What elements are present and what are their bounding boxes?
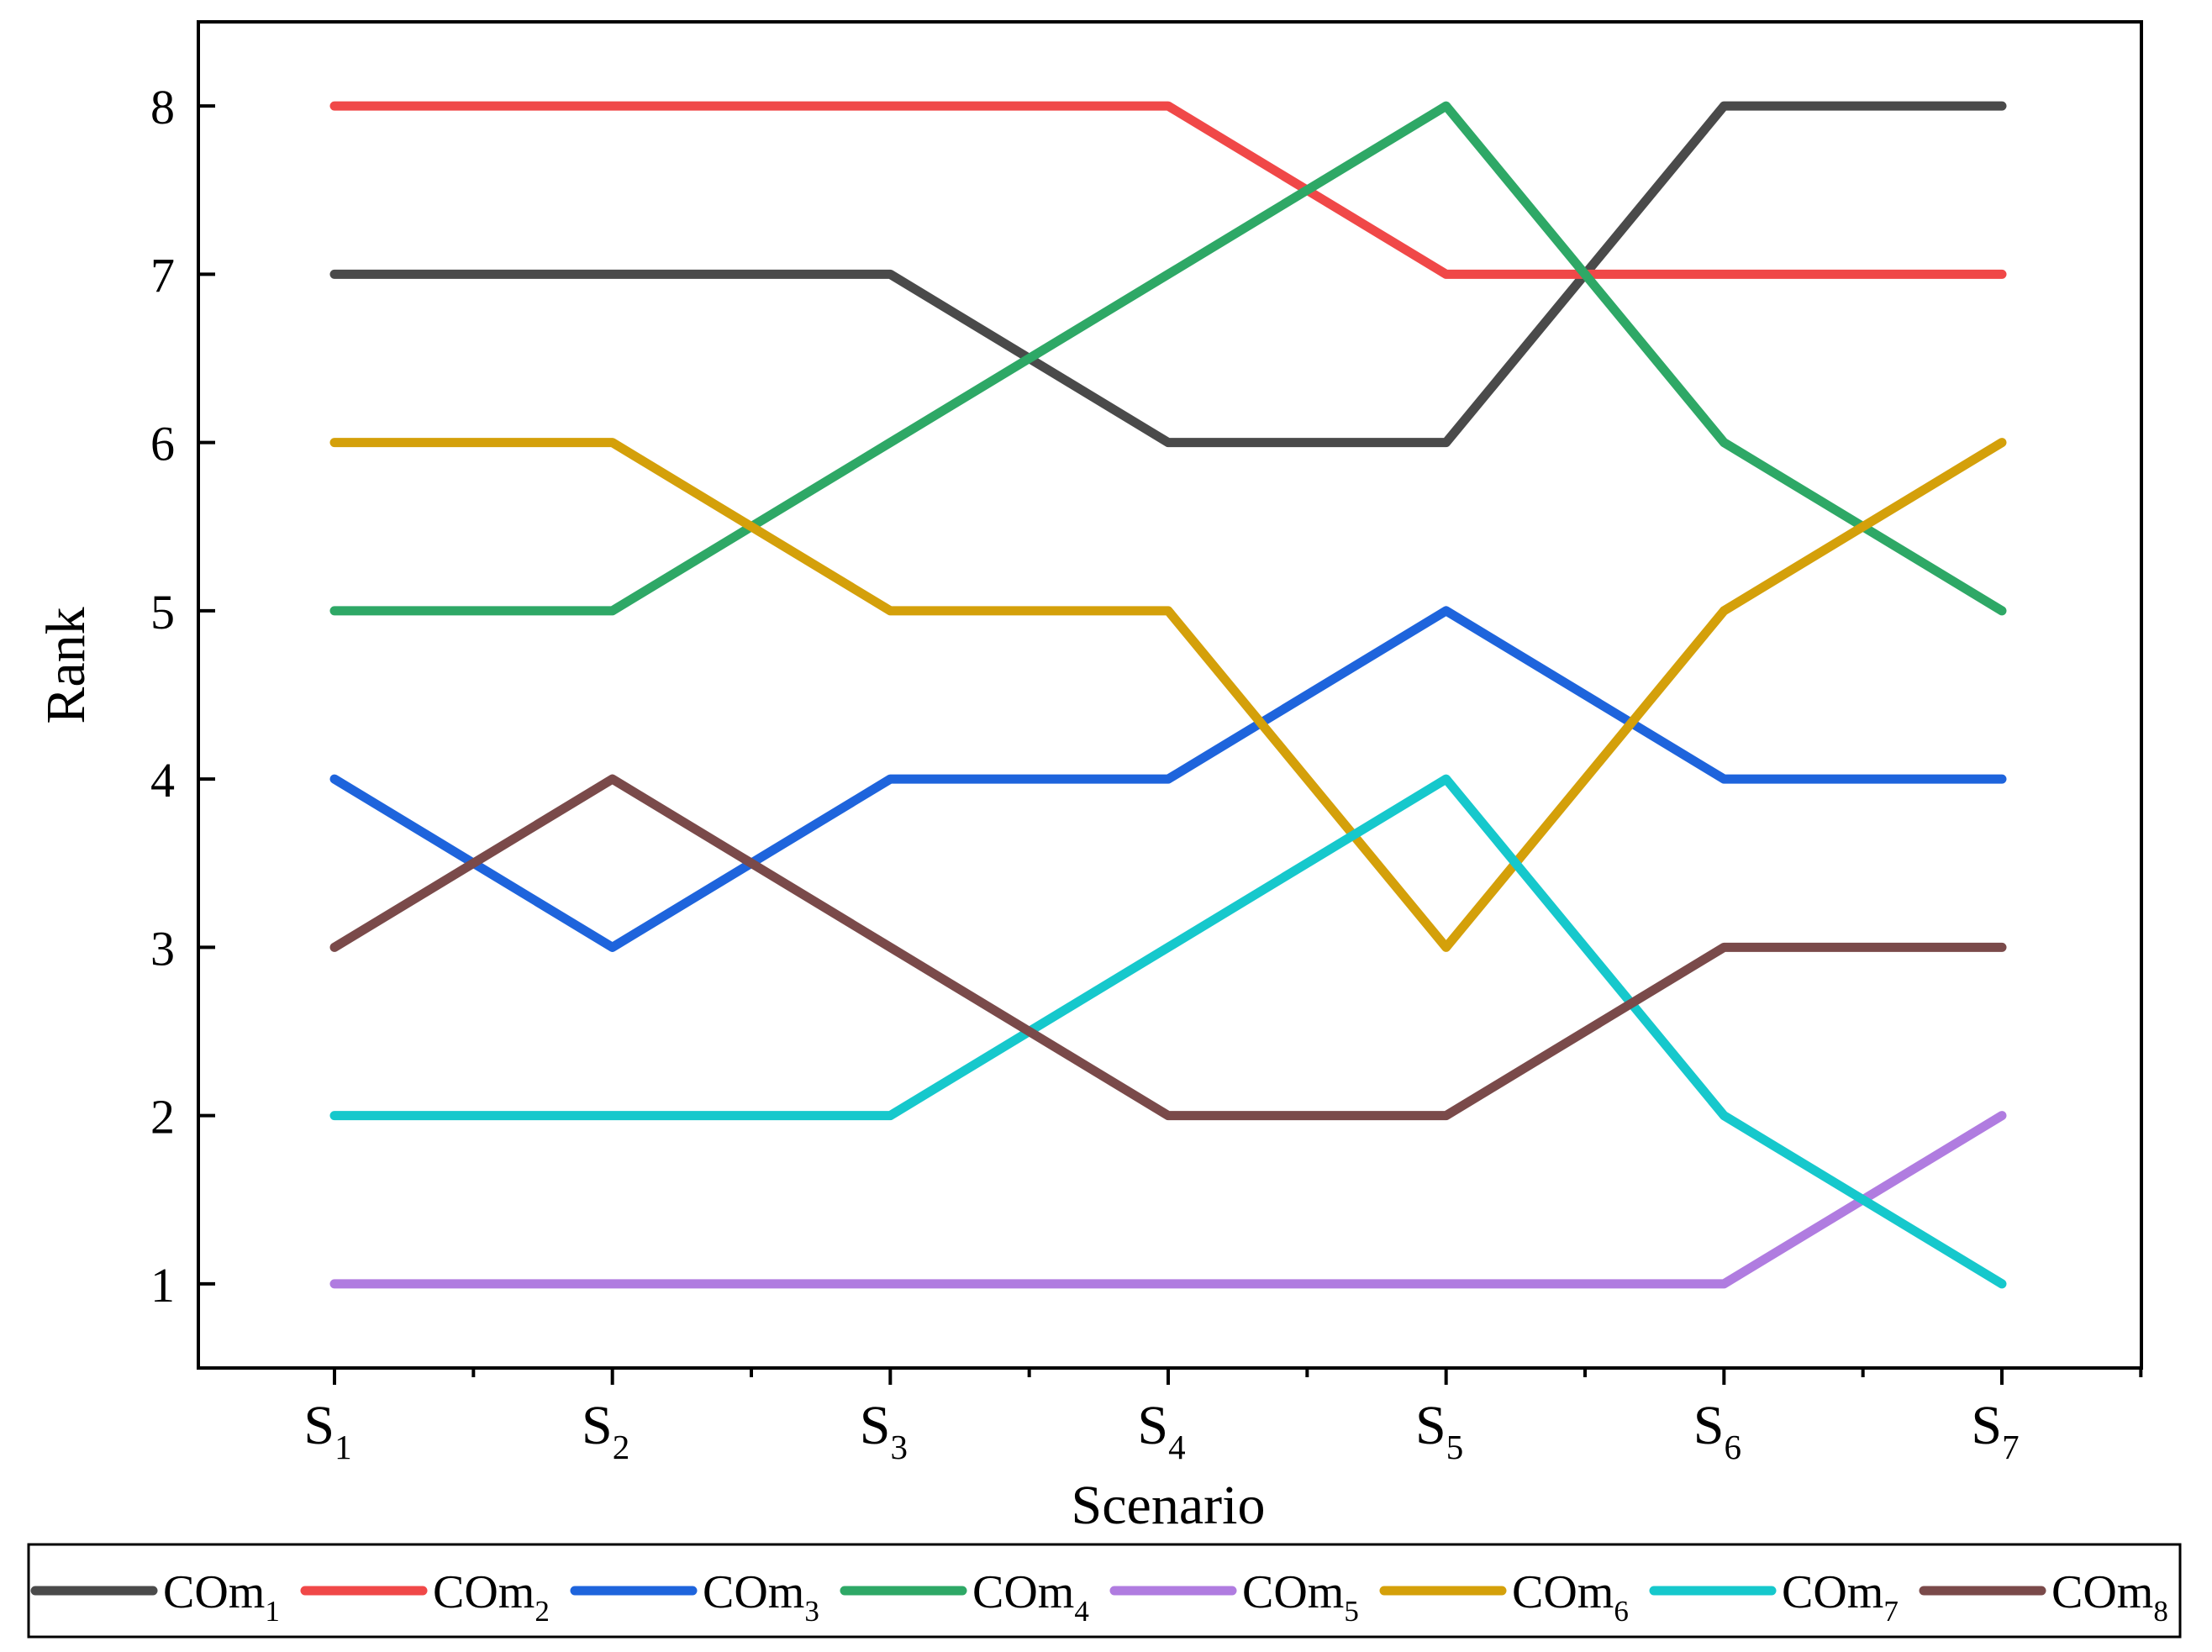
legend-label-com5: COm5 — [1242, 1566, 1359, 1628]
series-line-com3 — [329, 606, 2007, 952]
x-tick-label: S7 — [1971, 1395, 2019, 1466]
legend-label-com2: COm2 — [433, 1566, 550, 1628]
x-tick-label: S6 — [1693, 1395, 1741, 1466]
series-line-com6 — [329, 438, 2007, 952]
legend-label-com6: COm6 — [1512, 1566, 1629, 1628]
x-tick-label: S4 — [1137, 1395, 1185, 1466]
y-axis-title: Rank — [35, 607, 97, 723]
series-line-com8 — [329, 774, 2007, 1121]
legend-label-com1: COm1 — [163, 1566, 280, 1628]
y-tick-label: 4 — [150, 753, 175, 808]
x-tick-label: S1 — [303, 1395, 351, 1466]
series-line-com7 — [329, 774, 2007, 1289]
legend-label-com3: COm3 — [703, 1566, 819, 1628]
series-line-com4 — [329, 101, 2007, 616]
y-tick-label: 5 — [150, 585, 175, 639]
x-tick-label: S2 — [582, 1395, 629, 1466]
axis-labels: Rank Scenario — [35, 607, 1265, 1536]
legend-label-com4: COm4 — [972, 1566, 1089, 1628]
y-tick-label: 6 — [150, 417, 175, 471]
series-line-com1 — [329, 101, 2007, 448]
legend-label-com7: COm7 — [1782, 1566, 1899, 1628]
series-line-com2 — [329, 101, 2007, 279]
y-tick-label: 8 — [150, 80, 175, 134]
series-line-com5 — [329, 1111, 2007, 1289]
plot-frame — [197, 20, 2143, 1370]
x-tick-label: S5 — [1415, 1395, 1463, 1466]
y-tick-label: 2 — [150, 1090, 175, 1144]
axes: 1 2 3 4 5 6 7 8 S1 S2 S3 S4 S5 S6 S7 — [150, 20, 2143, 1466]
series-lines — [329, 101, 2007, 1289]
legend-label-com8: COm8 — [2051, 1566, 2168, 1628]
x-tick-label: S3 — [860, 1395, 908, 1466]
y-tick-label: 1 — [150, 1258, 175, 1313]
y-tick-label: 7 — [150, 248, 175, 303]
x-axis-title: Scenario — [1072, 1475, 1266, 1536]
y-tick-label: 3 — [150, 921, 175, 976]
legend: COm1 COm2 COm3 COm4 COm5 COm6 COm7 COm8 — [27, 1543, 2182, 1639]
